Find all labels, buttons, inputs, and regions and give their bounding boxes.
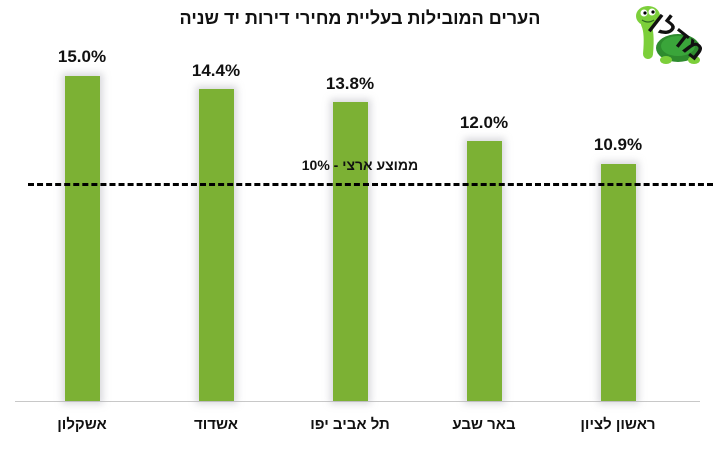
value-label: 13.8% [325, 74, 375, 93]
category-label: באר שבע [452, 416, 516, 433]
category-label: אשקלון [57, 416, 107, 433]
bar-tel-aviv [333, 102, 368, 401]
bar-ashkelon [65, 76, 100, 401]
average-line [28, 183, 713, 186]
value-label: 10.9% [593, 135, 643, 154]
bar-rishon-lezion [601, 164, 636, 401]
x-axis-line [15, 401, 700, 402]
category-label: ראשון לציון [580, 416, 656, 433]
value-label: 15.0% [57, 47, 107, 66]
bar-ashdod [199, 89, 234, 401]
category-label: אשדוד [194, 416, 238, 433]
value-label: 14.4% [191, 61, 241, 80]
turtle-icon [636, 6, 700, 64]
average-label: ממוצע ארצי - 10% [301, 157, 419, 173]
bar-beer-sheva [467, 141, 502, 401]
value-label: 12.0% [459, 113, 509, 132]
category-label: תל אביב יפו [310, 416, 390, 433]
chart-title: הערים המובילות בעליית מחירי דירות יד שני… [179, 8, 541, 28]
